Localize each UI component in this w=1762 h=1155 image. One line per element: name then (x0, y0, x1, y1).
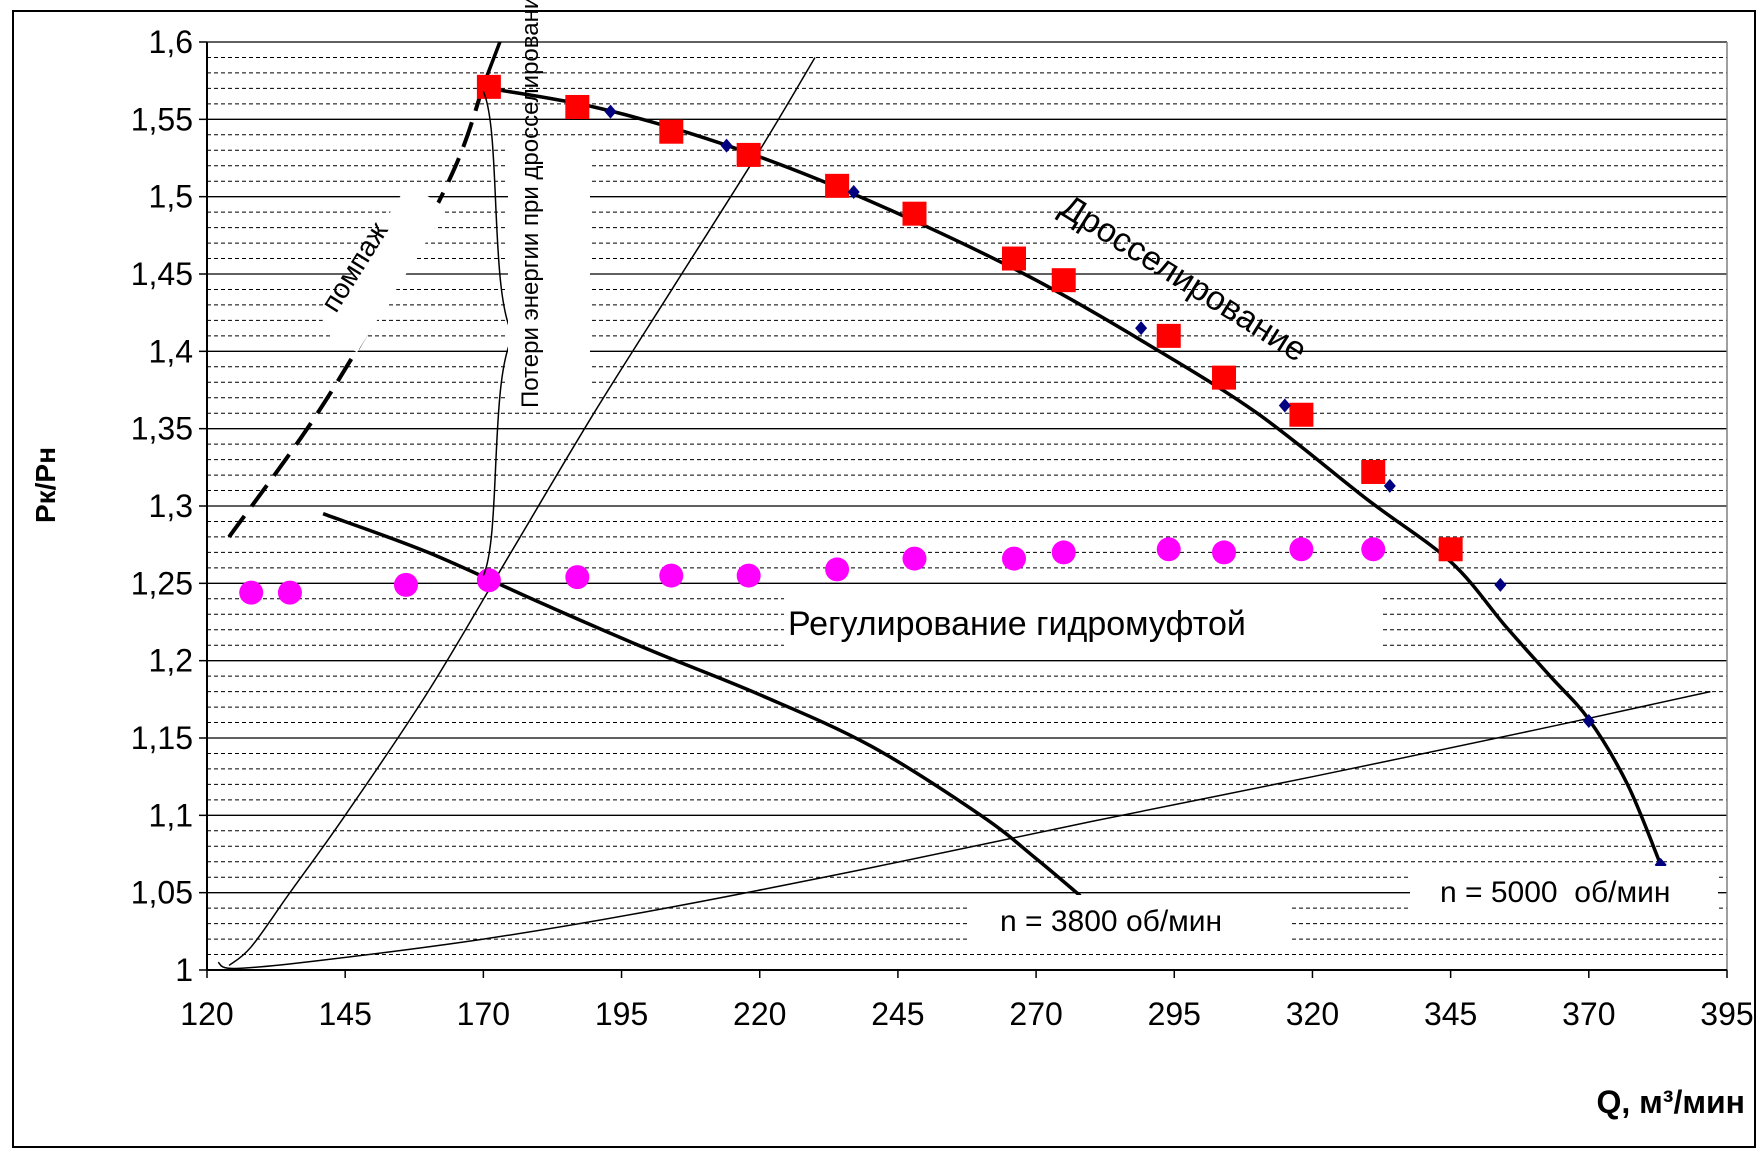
label-n5000-bg (1410, 866, 1718, 916)
series-2-point (825, 173, 850, 198)
series-3-point (393, 572, 418, 597)
series-2-point (565, 94, 590, 119)
series-4-line (322, 512, 1082, 898)
x-tick-label: 345 (1424, 996, 1477, 1032)
x-tick-label: 245 (871, 996, 924, 1032)
series-2-point (1289, 402, 1314, 427)
series-3-point (1212, 540, 1237, 565)
series-5-line (227, 84, 486, 539)
y-tick-label: 1,05 (131, 875, 193, 911)
x-tick-label: 270 (1009, 996, 1062, 1032)
x-tick-label: 195 (595, 996, 648, 1032)
series-1-point (1383, 478, 1396, 493)
series-1-point (1135, 321, 1148, 336)
series-3-point (825, 557, 850, 582)
y-axis-label: Pк/Pн (30, 447, 61, 523)
series-group (217, 41, 1711, 970)
y-tick-label: 1,55 (131, 101, 193, 137)
series-3-point (659, 563, 684, 588)
x-axis-label: Q, м³/мин (1596, 1084, 1745, 1120)
annotation-fluid-coupling-bg (784, 597, 1382, 647)
x-tick-label: 370 (1562, 996, 1615, 1032)
x-tick-label: 220 (733, 996, 786, 1032)
series-3-point (1001, 546, 1026, 571)
y-tick-label: 1,1 (149, 797, 193, 833)
y-tick-label: 1,45 (131, 256, 193, 292)
series-3-point (565, 565, 590, 590)
series-2-point (1438, 537, 1463, 562)
series-1-point (1278, 398, 1291, 413)
series-1-point (847, 185, 860, 200)
tick-labels: 1 1,05 1,1 1,15 1,2 1,25 1,3 1,35 1,4 1,45 1,5 1,55… (131, 24, 1754, 1032)
annotation-fluid-coupling: Регулирование гидромуфтой (788, 605, 1246, 643)
y-tick-label: 1,15 (131, 720, 193, 756)
series-3-point (1289, 537, 1314, 562)
series-2-point (1156, 323, 1181, 348)
series-2-point (1361, 459, 1386, 484)
annotation-losses-bg (508, 136, 590, 412)
x-tick-label: 395 (1700, 996, 1753, 1032)
series-3-point (277, 580, 302, 605)
y-tick-label: 1,3 (149, 488, 193, 524)
y-tick-label: 1,4 (149, 333, 193, 369)
series-2-point (659, 119, 684, 144)
x-tick-label: 295 (1148, 996, 1201, 1032)
label-n3800: n = 3800 об/мин (1000, 905, 1222, 938)
series-1-point (1582, 713, 1595, 728)
x-tick-label: 120 (180, 996, 233, 1032)
label-n3800-bg (970, 895, 1290, 945)
annotation-losses: Потери энергии при дросселировании (508, 0, 590, 412)
x-tick-label: 170 (457, 996, 510, 1032)
series-2-point (1051, 268, 1076, 293)
series-2-point (1212, 365, 1237, 390)
y-tick-label: 1,5 (149, 179, 193, 215)
series-2-point (1001, 246, 1026, 271)
annotation-losses-text: Потери энергии при дросселировании (517, 0, 544, 408)
series-3-point (239, 580, 264, 605)
x-tick-label: 145 (318, 996, 371, 1032)
y-tick-label: 1 (175, 952, 193, 988)
y-tick-label: 1,35 (131, 411, 193, 447)
series-2-point (902, 201, 927, 226)
series-1-point (604, 104, 617, 119)
annotation-throttling: Дросселирование (1054, 188, 1314, 370)
series-2-point (476, 74, 501, 99)
y-tick-label: 1,6 (149, 24, 193, 60)
series-7-line (228, 57, 816, 966)
series-3-point (1051, 540, 1076, 565)
label-n5000: n = 5000 об/мин (1440, 876, 1670, 909)
series-1-point (720, 138, 733, 153)
series-3-point (1156, 537, 1181, 562)
series-3-point (1361, 537, 1386, 562)
series-8-line (217, 690, 1711, 970)
series-3-point (476, 568, 501, 593)
x-tick-label: 320 (1286, 996, 1339, 1032)
series-3-point (902, 546, 927, 571)
series-1-point (1494, 577, 1507, 592)
y-tick-label: 1,2 (149, 643, 193, 679)
series-2-point (736, 142, 761, 167)
series-3-point (736, 563, 761, 588)
annotation-surge-bg (318, 183, 448, 353)
y-tick-label: 1,25 (131, 565, 193, 601)
gridlines (207, 41, 1727, 971)
